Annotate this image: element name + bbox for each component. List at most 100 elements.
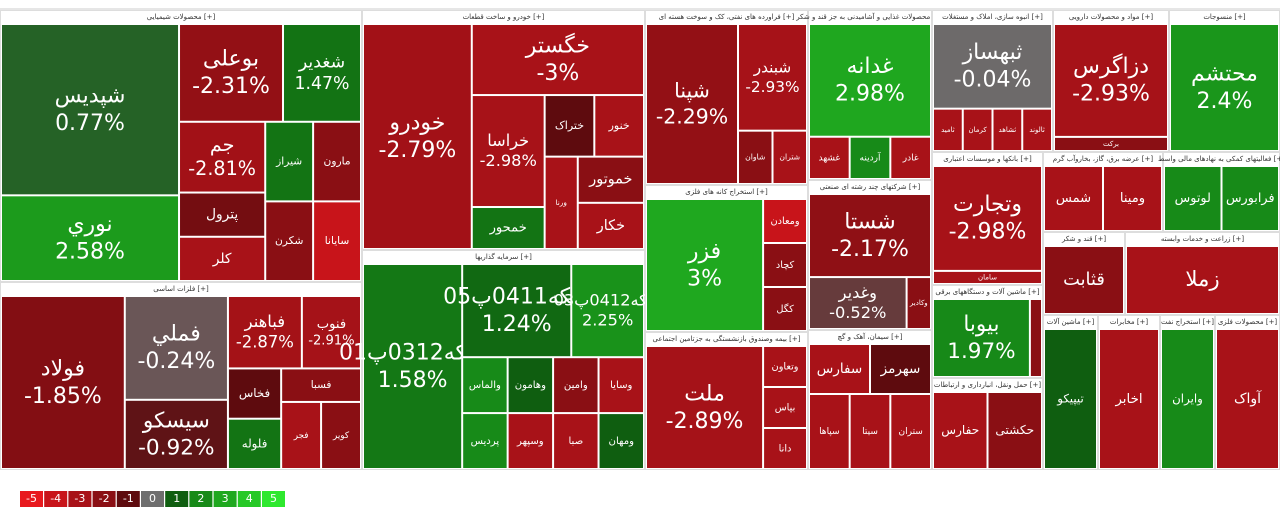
stock-tile[interactable] (933, 108, 963, 151)
stock-tile[interactable] (1164, 166, 1222, 231)
stock-tile[interactable] (462, 264, 572, 358)
stock-tile[interactable] (763, 346, 807, 387)
stock-tile[interactable] (598, 357, 645, 414)
stock-tile[interactable] (598, 413, 645, 470)
stock-tile[interactable] (1161, 329, 1214, 469)
stock-tile[interactable] (179, 192, 266, 237)
stock-tile[interactable] (462, 357, 508, 414)
stock-tile[interactable] (507, 357, 554, 414)
stock-tile[interactable] (571, 264, 644, 358)
sector-title[interactable]: منسوجات [+] (1203, 13, 1246, 21)
stock-tile[interactable] (265, 121, 314, 202)
stock-tile[interactable] (933, 24, 1052, 109)
stock-tile[interactable] (577, 156, 644, 203)
sector-title[interactable]: سیمان، آهک و گچ [+] (838, 332, 903, 341)
stock-tile[interactable] (933, 299, 1030, 377)
sector-title[interactable]: عرضه برق، گاز، بخاروآب گرم [+] (1053, 154, 1153, 163)
stock-tile[interactable] (313, 121, 362, 202)
sector-title[interactable]: استخراج نفت [+] (1161, 318, 1214, 326)
stock-tile[interactable] (890, 394, 931, 469)
stock-tile[interactable] (321, 401, 361, 469)
stock-tile[interactable] (1054, 24, 1168, 137)
stock-tile[interactable] (594, 95, 644, 157)
sector-title[interactable]: فراورده های نفتی، کک و سوخت هسته ای [+] (659, 13, 795, 21)
sector-title[interactable]: بیمه وصندوق بازنشستگی به جزتامین اجتماعی… (653, 334, 801, 343)
stock-tile[interactable] (553, 357, 599, 414)
stock-tile[interactable] (933, 166, 1042, 271)
stock-tile[interactable] (763, 287, 807, 331)
sector-title[interactable]: مخابرات [+] (1110, 318, 1149, 326)
sector-title[interactable]: محصولات شیمیایی [+] (147, 13, 216, 21)
stock-tile[interactable] (363, 24, 472, 249)
stock-tile[interactable] (462, 413, 508, 470)
stock-tile[interactable] (1044, 329, 1097, 469)
stock-tile[interactable] (933, 392, 988, 469)
sector-title[interactable]: حمل ونقل، انبارداری و ارتباطات [+] (934, 381, 1041, 389)
stock-tile[interactable] (763, 428, 807, 469)
stock-tile[interactable] (809, 394, 850, 469)
sector-title[interactable]: بانکها و موسسات اعتباری [+] (943, 155, 1032, 163)
stock-tile[interactable] (1126, 246, 1279, 314)
stock-tile[interactable] (646, 199, 764, 331)
stock-tile[interactable] (1170, 24, 1279, 151)
stock-tile[interactable] (1099, 329, 1159, 469)
stock-tile[interactable] (553, 413, 599, 470)
stock-tile[interactable] (1029, 299, 1043, 377)
stock-tile[interactable] (890, 136, 931, 180)
sector-title[interactable]: محصولات فلزی [+] (1218, 318, 1278, 326)
stock-tile[interactable] (738, 130, 773, 185)
stock-tile[interactable] (646, 24, 738, 184)
sector-title[interactable]: استخراج کانه های فلزی [+] (685, 188, 768, 196)
stock-tile[interactable] (906, 277, 931, 330)
stock-tile[interactable] (962, 108, 993, 151)
sector-title[interactable]: خودرو و ساخت قطعات [+] (463, 13, 545, 21)
stock-tile[interactable] (179, 121, 266, 193)
sector-title[interactable]: قند و شکر [+] (1061, 235, 1106, 243)
stock-tile[interactable] (301, 296, 361, 369)
sector-title[interactable]: فلزات اساسی [+] (153, 285, 209, 293)
stock-tile[interactable] (1044, 246, 1124, 314)
stock-tile[interactable] (849, 394, 891, 469)
stock-tile[interactable] (1, 296, 125, 469)
stock-tile[interactable] (809, 136, 850, 180)
stock-tile[interactable] (809, 344, 870, 394)
stock-tile[interactable] (1103, 166, 1162, 231)
stock-tile[interactable] (124, 399, 228, 469)
sector-title[interactable]: ماشین آلات و دستگاههای برقی [+] (935, 287, 1039, 296)
stock-tile[interactable] (313, 201, 362, 281)
stock-tile[interactable] (809, 277, 907, 330)
stock-tile[interactable] (809, 194, 931, 278)
sector-title[interactable]: مواد و محصولات دارویی [+] (1069, 13, 1153, 21)
stock-tile[interactable] (281, 401, 322, 469)
stock-tile[interactable] (809, 24, 931, 137)
stock-tile[interactable] (763, 243, 807, 287)
sector-title[interactable]: شرکتهای چند رشته ای صنعتی [+] (820, 183, 921, 191)
sector-title[interactable]: سرمایه گذاریها [+] (475, 252, 532, 261)
stock-tile[interactable] (772, 130, 807, 185)
sector-title[interactable]: فعالیتهای کمکی به نهادهای مالی واسط [+] (1158, 155, 1280, 163)
sector-title[interactable]: محصولات غذایی و آشامیدنی به جز قند و شکر… (795, 12, 944, 21)
stock-tile[interactable] (1221, 166, 1279, 231)
stock-tile[interactable] (507, 413, 554, 470)
stock-tile[interactable] (227, 418, 282, 469)
stock-tile[interactable] (227, 368, 282, 419)
stock-tile[interactable] (849, 136, 891, 180)
stock-tile[interactable] (577, 202, 644, 250)
stock-tile[interactable] (124, 296, 228, 400)
stock-tile[interactable] (738, 24, 807, 131)
stock-tile[interactable] (1044, 166, 1103, 231)
stock-tile[interactable] (283, 24, 362, 122)
stock-tile[interactable] (992, 108, 1023, 151)
stock-tile[interactable] (1054, 136, 1168, 151)
stock-tile[interactable] (179, 24, 284, 122)
stock-tile[interactable] (471, 207, 545, 250)
stock-tile[interactable] (763, 387, 807, 428)
stock-tile[interactable] (1, 195, 180, 281)
stock-tile[interactable] (471, 95, 545, 208)
stock-tile[interactable] (870, 344, 931, 394)
stock-tile[interactable] (987, 392, 1042, 469)
stock-tile[interactable] (544, 156, 578, 249)
stock-tile[interactable] (281, 368, 361, 402)
stock-tile[interactable] (363, 264, 463, 469)
sector-title[interactable]: انبوه سازی، املاک و مستغلات [+] (942, 13, 1043, 21)
